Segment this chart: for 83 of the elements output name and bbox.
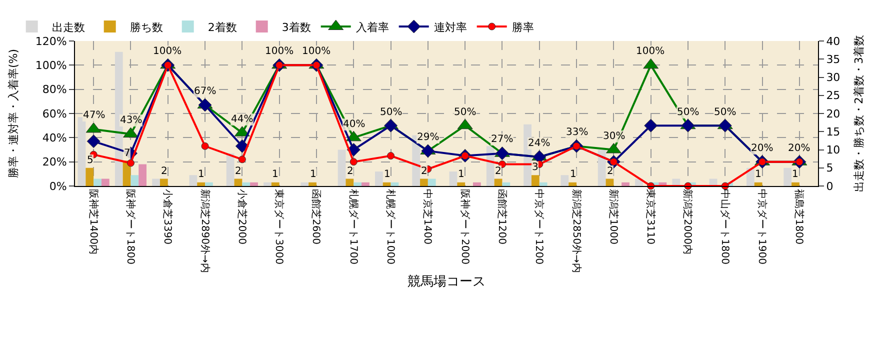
data-label: 50%: [454, 107, 476, 118]
y2-tick-label: 20: [826, 107, 840, 120]
data-label: 1: [384, 169, 390, 180]
data-label: 1: [198, 169, 204, 180]
data-label: 20%: [751, 143, 774, 154]
y-tick-label: 0%: [49, 180, 67, 193]
data-label: 1: [310, 169, 316, 180]
data-label: 1: [570, 169, 576, 180]
data-label: 1: [272, 169, 278, 180]
legend-label: 出走数: [52, 20, 85, 34]
data-label: 43%: [120, 115, 142, 126]
y2-tick-label: 35: [826, 52, 840, 66]
y-tick-label: 120%: [35, 34, 67, 48]
x-tick-label: 東京ダート3000: [273, 189, 286, 264]
x-tick-label: 函館芝2600: [310, 189, 322, 244]
data-label: 1: [755, 169, 762, 180]
legend-label: 連対率: [434, 20, 467, 34]
y-axis-title: 勝率・連対率・入着率(%): [6, 48, 20, 178]
x-tick-label: 小倉芝2000: [236, 189, 248, 244]
y2-tick-label: 5: [826, 162, 834, 175]
x-tick-label: 中京芝1400: [422, 189, 434, 244]
x-tick-label: 新潟芝2890外→内: [198, 189, 211, 273]
data-label: 100%: [636, 46, 665, 57]
data-label: 2: [347, 166, 354, 177]
data-label: 24%: [528, 138, 550, 149]
x-tick-label: 中山ダート1800: [718, 189, 731, 264]
y2-tick-label: 0: [826, 180, 834, 193]
data-label: 100%: [153, 46, 182, 57]
data-label: 29%: [417, 132, 440, 143]
legend-label: 入着率: [356, 20, 389, 34]
x-tick-label: 阪神芝1400内: [87, 189, 100, 254]
x-tick-label: 函館芝1200: [496, 189, 508, 244]
data-label: 2: [235, 166, 242, 177]
x-tick-label: 阪神ダート2000: [458, 189, 471, 264]
data-label: 2: [161, 166, 168, 177]
x-tick-label: 阪神ダート1800: [124, 189, 136, 264]
x-tick-label: 新潟芝1000: [607, 189, 620, 244]
y2-tick-label: 30: [826, 71, 840, 84]
data-label: 50%: [380, 107, 402, 118]
legend-label: 勝ち数: [130, 20, 163, 34]
legend-label: 3着数: [282, 20, 311, 34]
y2-tick-label: 15: [826, 125, 840, 138]
data-label: 50%: [677, 107, 700, 118]
data-label: 40%: [343, 119, 366, 130]
y-tick-label: 60%: [42, 107, 67, 120]
data-label: 3: [532, 162, 538, 173]
x-tick-label: 中京ダート1200: [533, 189, 546, 264]
x-tick-label: 札幌ダート1700: [347, 189, 360, 264]
legend-label: 2着数: [208, 20, 237, 34]
y-tick-label: 40%: [42, 132, 67, 145]
y2-tick-label: 40: [826, 34, 840, 48]
data-label: 5: [87, 155, 94, 166]
x-tick-label: 新潟芝2000内: [682, 189, 694, 254]
data-label: 33%: [566, 127, 588, 138]
x-tick-label: 新潟芝2850外→内: [570, 189, 582, 273]
data-label: 44%: [231, 114, 254, 125]
data-label: 47%: [83, 110, 106, 121]
x-tick-label: 東京芝3110: [644, 189, 657, 244]
legend-label: 勝率: [512, 20, 534, 34]
data-label: 7: [124, 148, 130, 159]
x-tick-label: 中京ダート1900: [756, 189, 768, 264]
y-tick-label: 100%: [35, 59, 67, 72]
y-tick-label: 20%: [42, 156, 67, 169]
data-label: 30%: [603, 131, 626, 142]
x-tick-label: 札幌ダート1000: [384, 189, 397, 264]
x-tick-label: 小倉芝3390: [162, 189, 174, 244]
data-label: 50%: [714, 107, 736, 118]
data-label: 1: [792, 169, 798, 180]
data-label: 2: [607, 166, 614, 177]
data-label: 20%: [788, 143, 810, 154]
y2-axis-title: 出走数・勝ち数・2着数・3着数: [852, 35, 866, 192]
data-label: 100%: [265, 46, 294, 57]
data-label: 100%: [302, 46, 331, 57]
data-label: 1: [458, 169, 464, 180]
y2-tick-label: 10: [826, 144, 840, 157]
y-tick-label: 80%: [42, 83, 67, 96]
data-label: 2: [495, 166, 502, 177]
data-label: 27%: [491, 134, 514, 145]
x-tick-label: 福島芝1800: [793, 189, 806, 244]
y2-tick-label: 25: [826, 89, 840, 102]
data-label: 2: [421, 166, 428, 177]
x-axis-title: 競馬場コース: [408, 274, 486, 290]
data-label: 67%: [194, 86, 216, 97]
